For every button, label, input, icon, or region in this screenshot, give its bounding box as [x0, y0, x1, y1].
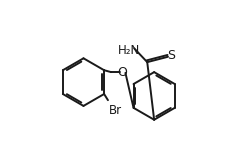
Text: S: S [167, 49, 175, 62]
Text: O: O [117, 66, 127, 79]
Text: H₂N: H₂N [117, 44, 140, 57]
Text: Br: Br [108, 104, 121, 117]
